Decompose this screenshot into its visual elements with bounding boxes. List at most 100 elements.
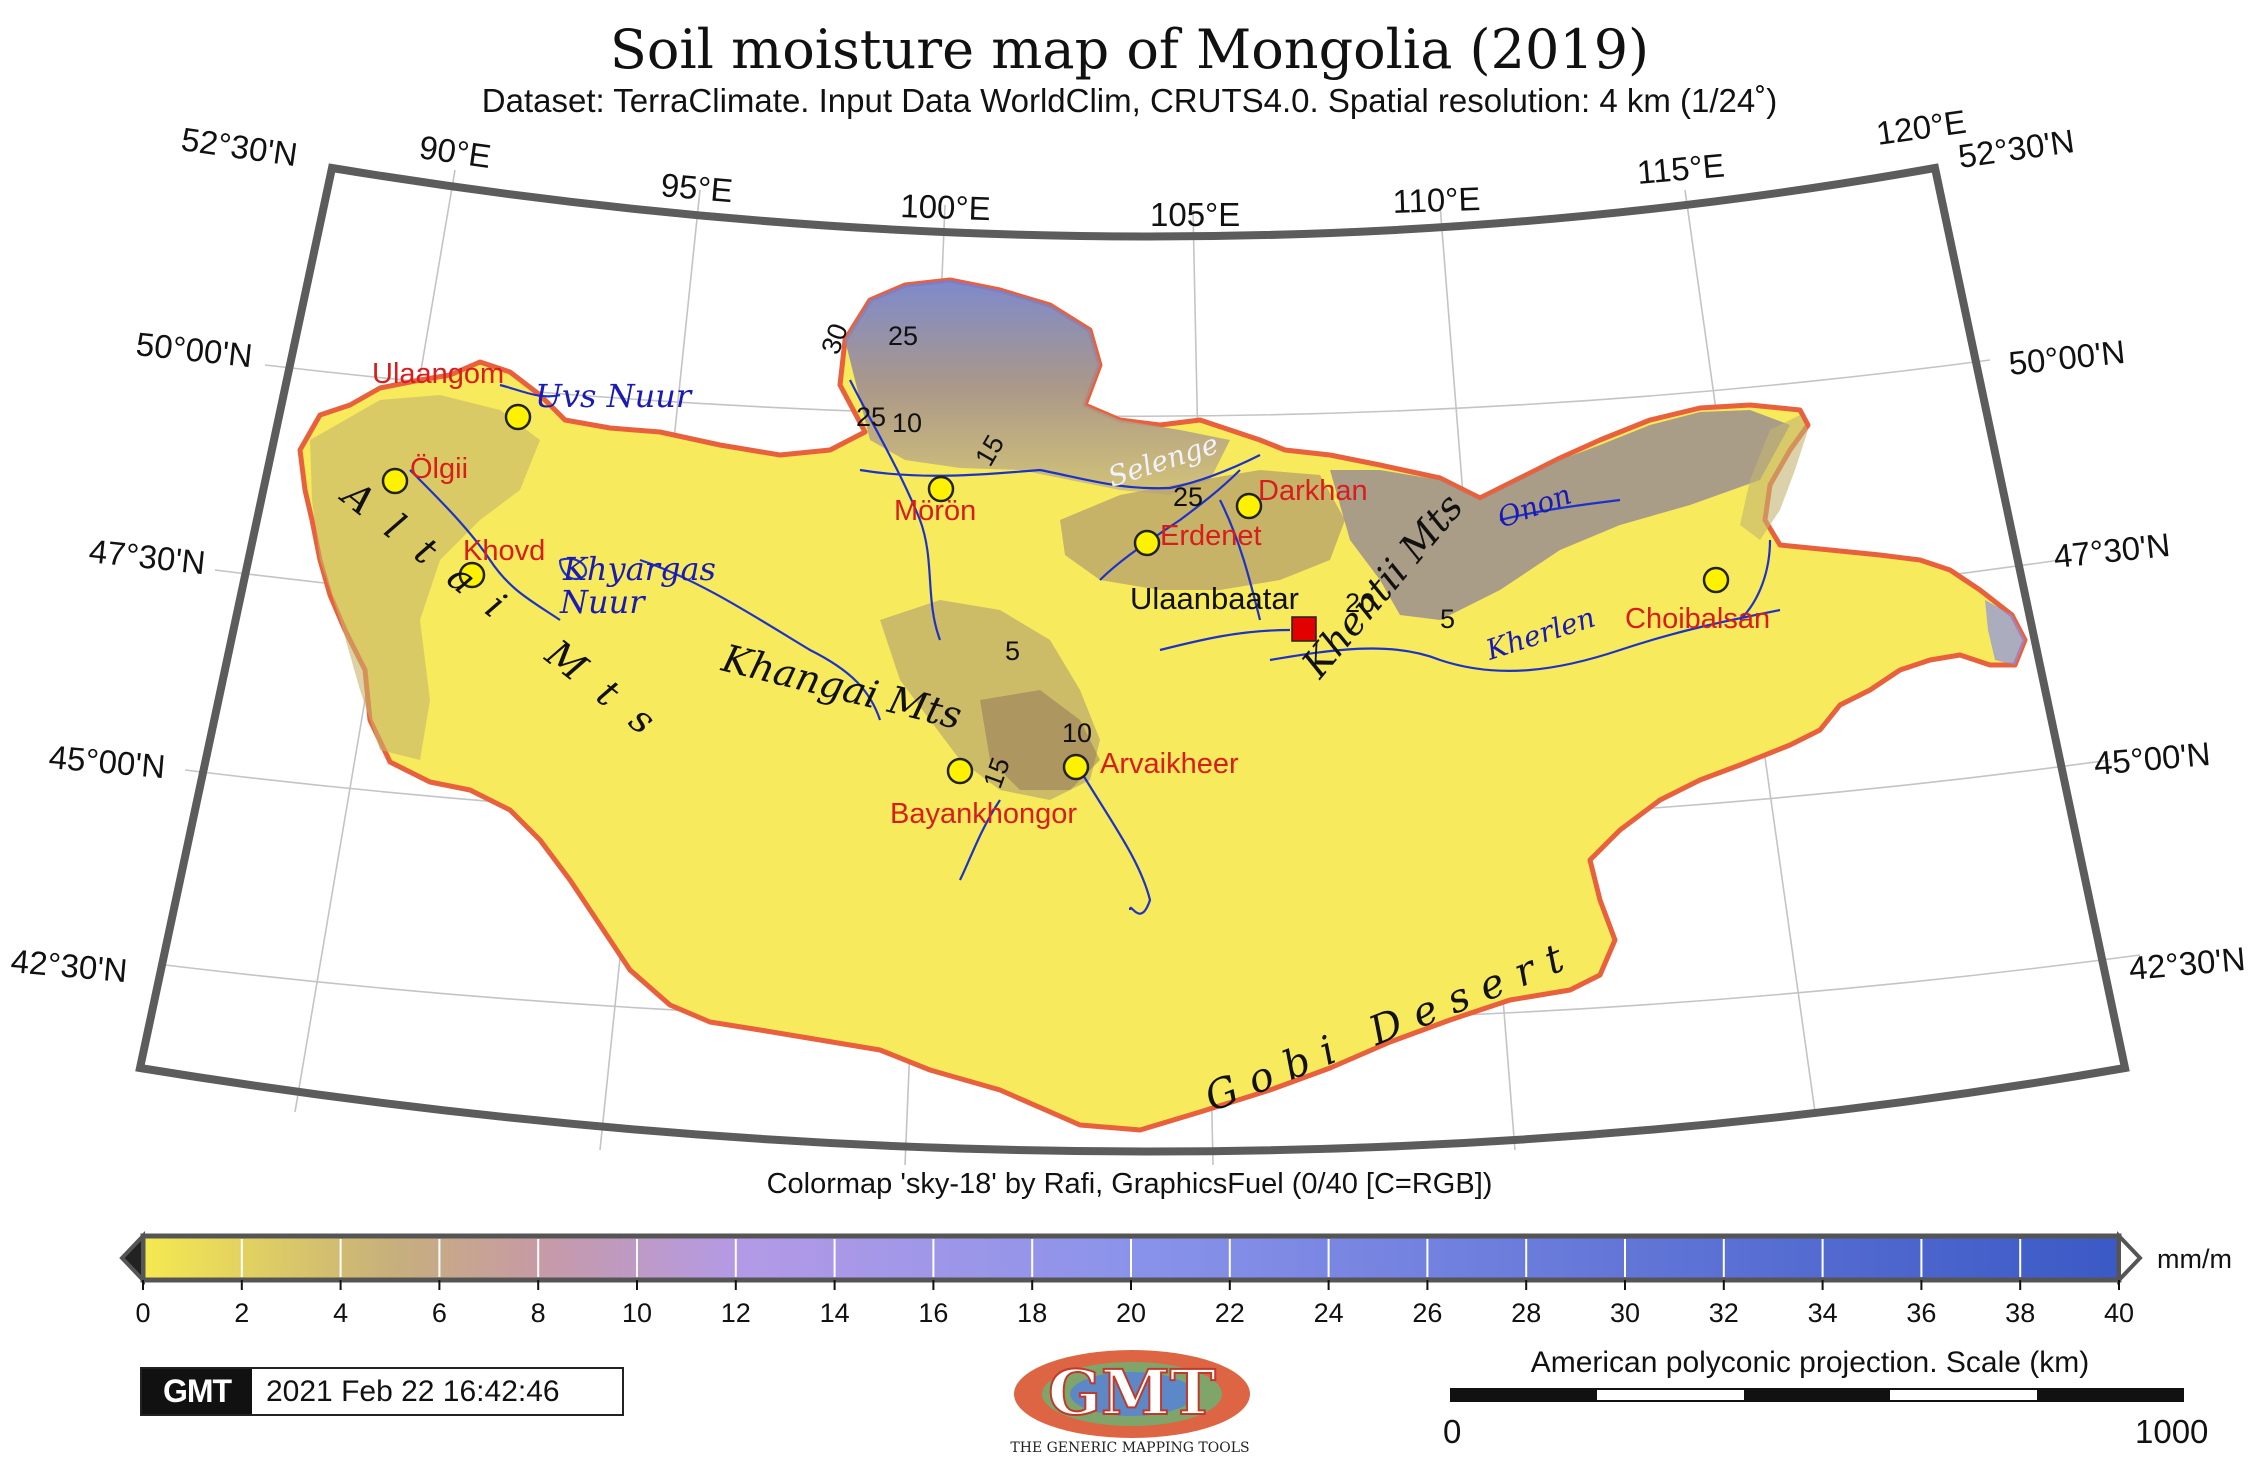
river-khovd xyxy=(409,469,561,621)
river-selenge xyxy=(859,454,1261,490)
east-tip xyxy=(1985,600,2025,665)
colorbar-left-arrow xyxy=(119,1231,145,1285)
lat-label-52-30-east: 52°30'N xyxy=(1956,122,2077,175)
gmt-logo-tagline: THE GENERIC MAPPING TOOLS xyxy=(1010,1440,1250,1456)
city-dot-erdenet xyxy=(1133,529,1161,557)
colorbar-tick-label: 26 xyxy=(1412,1298,1442,1328)
khentii-region xyxy=(1330,410,1790,620)
colorbar-tick-label: 10 xyxy=(622,1298,652,1328)
north-edge-line xyxy=(331,166,1936,238)
colorbar-tick-label: 36 xyxy=(1906,1298,1936,1328)
city-dot-bayankhongor xyxy=(946,757,974,785)
contour-label: 5 xyxy=(1440,604,1455,634)
scale-max-label: 1000 xyxy=(2135,1413,2208,1450)
khuvsgul-region xyxy=(845,280,1230,495)
gmt-logo-text: GMT xyxy=(1048,1356,1216,1429)
contour-label: 25 xyxy=(856,402,886,432)
lake-label-nuur: Nuur xyxy=(559,583,646,621)
city-label-arvaikheer: Arvaikheer xyxy=(1100,748,1239,780)
lat-label-42-30-east: 42°30'N xyxy=(2127,940,2247,987)
lake-label-khyargas: Khyargas xyxy=(562,550,716,588)
city-dot-moron xyxy=(927,475,955,503)
river-east xyxy=(1739,539,1772,621)
gmt-logo: GMT xyxy=(1014,1350,1250,1438)
colorbar-tick-label: 40 xyxy=(2104,1298,2134,1328)
colorbar-tick-label: 16 xyxy=(918,1298,948,1328)
contour-label: 5 xyxy=(1005,636,1020,666)
colorbar-tick-label: 30 xyxy=(1610,1298,1640,1328)
lat-label-52-30-west: 52°30'N xyxy=(179,120,300,173)
city-dot-arvaikheer xyxy=(1062,753,1090,781)
timestamp: 2021 Feb 22 16:42:46 xyxy=(266,1374,560,1408)
capital-label: Ulaanbaatar xyxy=(1130,581,1299,616)
colorbar-right-arrow xyxy=(2117,1231,2143,1285)
river-kharaa xyxy=(1219,499,1262,621)
lake-label-uvs: Uvs Nuur xyxy=(535,377,693,415)
city-dot-darkhan xyxy=(1235,492,1263,520)
colorbar-tick-label: 32 xyxy=(1709,1298,1739,1328)
colorbar-tick-label: 38 xyxy=(2005,1298,2035,1328)
river-moron xyxy=(849,379,942,641)
map-frame xyxy=(135,163,2130,1156)
river-onon xyxy=(1499,498,1621,522)
city-label-erdenet: Erdenet xyxy=(1160,520,1262,552)
lat-label-47-30-east: 47°30'N xyxy=(2052,526,2172,575)
contour-label: 10 xyxy=(1062,718,1092,748)
river-tuul xyxy=(1159,628,1291,652)
contour-label: 10 xyxy=(892,408,922,438)
city-label-khovd: Khovd xyxy=(463,535,545,567)
gmt-badge: GMT xyxy=(142,1369,252,1414)
map-title: Soil moisture map of Mongolia (2019) xyxy=(609,18,1650,81)
city-label-bayankhongor: Bayankhongor xyxy=(890,798,1077,830)
colorbar-tick-label: 24 xyxy=(1314,1298,1344,1328)
lon-label-110: 110°E xyxy=(1392,180,1481,220)
city-dot-ulaangom xyxy=(504,403,532,431)
capital-marker xyxy=(1291,616,1317,642)
city-label-moron: Mörön xyxy=(894,495,976,527)
colorbar-tick-label: 14 xyxy=(820,1298,850,1328)
colorbar-tick-label: 12 xyxy=(721,1298,751,1328)
colorbar-unit: mm/m xyxy=(2157,1244,2232,1274)
colorbar-tick-label: 20 xyxy=(1116,1298,1146,1328)
colorbar-tick-label: 34 xyxy=(1808,1298,1838,1328)
city-dot-khovd xyxy=(458,561,486,589)
river-zavkhan xyxy=(639,558,882,721)
river-ongi xyxy=(1079,769,1152,915)
city-dot-choibalsan xyxy=(1702,566,1730,594)
colorbar-tick-label: 22 xyxy=(1215,1298,1245,1328)
rivers xyxy=(409,379,1781,915)
city-markers xyxy=(381,403,1730,785)
contour-label: 25 xyxy=(1173,482,1203,512)
altai-region xyxy=(310,395,540,760)
selenge-region xyxy=(1060,470,1345,590)
city-label-olgii: Ölgii xyxy=(410,453,468,485)
colorbar-ticks: 0 2 4 6 8 10 12 14 16 18 20 22 24 26 28 30 32 34 36 38 40 xyxy=(135,1239,2134,1328)
colorbar-tick-label: 28 xyxy=(1511,1298,1541,1328)
contour-label: 25 xyxy=(888,321,918,351)
lon-label-120: 120°E xyxy=(1874,103,1969,152)
contour-label: 20 xyxy=(1345,588,1375,618)
lat-label-45-west: 45°00'N xyxy=(47,738,167,785)
lat-label-47-30-west: 47°30'N xyxy=(87,532,207,581)
lake-khyargas xyxy=(558,557,588,581)
mongolia-region xyxy=(297,277,2028,1133)
lake-uvs xyxy=(499,383,561,398)
city-label-darkhan: Darkhan xyxy=(1258,475,1368,507)
colormap-credit: Colormap 'sky-18' by Rafi, GraphicsFuel … xyxy=(766,1168,1493,1200)
colorbar-tick-label: 0 xyxy=(135,1298,150,1328)
colorbar-tick-label: 8 xyxy=(531,1298,546,1328)
colorbar-tick-label: 18 xyxy=(1017,1298,1047,1328)
lat-label-45-east: 45°00'N xyxy=(2092,735,2212,782)
colorbar-tick-label: 4 xyxy=(333,1298,348,1328)
lon-label-100: 100°E xyxy=(900,187,992,227)
lat-label-50-east: 50°00'N xyxy=(2007,333,2127,382)
lon-label-90: 90°E xyxy=(417,128,493,175)
choibalsan-region xyxy=(1740,415,1808,540)
colorbar: mm/m 0 2 4 6 8 10 12 14 16 18 20 22 24 26 28 30 32 34 36 38… xyxy=(119,1231,2232,1328)
lon-label-115: 115°E xyxy=(1635,146,1726,191)
khangai-region xyxy=(880,600,1100,800)
map-subtitle: Dataset: TerraClimate. Input Data WorldC… xyxy=(481,82,1778,119)
projection-label: American polyconic projection. Scale (km… xyxy=(1530,1346,2090,1379)
scale-min-label: 0 xyxy=(1443,1413,1461,1450)
